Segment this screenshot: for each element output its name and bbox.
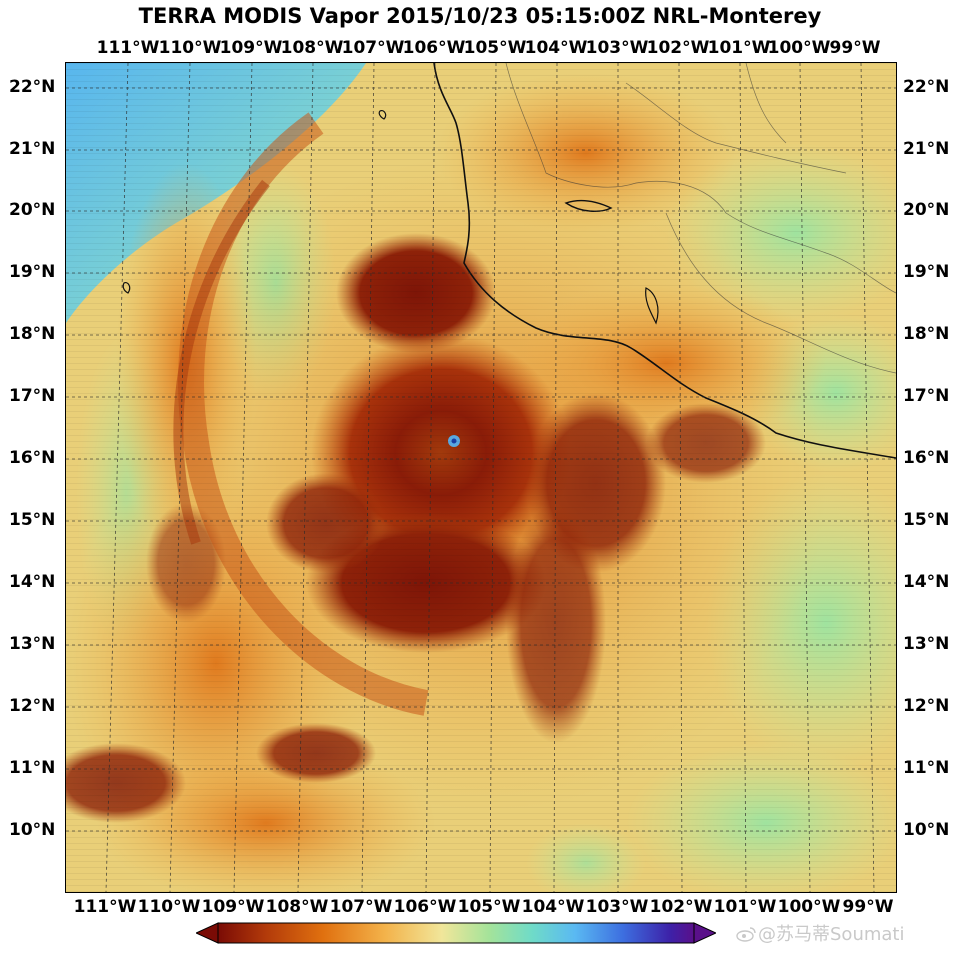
satellite-map	[65, 62, 897, 893]
lon-label-bottom: 103°W	[585, 897, 649, 917]
lon-label-bottom: 102°W	[649, 897, 713, 917]
lat-label-left: 22°N	[9, 77, 56, 97]
lon-label-top: 109°W	[219, 38, 283, 58]
lon-label-top: 105°W	[463, 38, 527, 58]
lon-label-bottom: 107°W	[329, 897, 393, 917]
lat-label-right: 19°N	[903, 262, 950, 282]
lon-label-bottom: 111°W	[73, 897, 137, 917]
lon-label-top: 107°W	[341, 38, 405, 58]
lat-label-left: 14°N	[9, 572, 56, 592]
lat-label-right: 14°N	[903, 572, 950, 592]
lon-label-bottom: 101°W	[713, 897, 777, 917]
lat-label-left: 10°N	[9, 820, 56, 840]
weibo-logo-icon	[736, 927, 756, 942]
lon-label-top: 110°W	[158, 38, 222, 58]
graticule	[66, 63, 896, 892]
lon-label-top: 101°W	[707, 38, 771, 58]
lon-label-top: 111°W	[96, 38, 160, 58]
lat-label-left: 16°N	[9, 448, 56, 468]
lat-label-left: 18°N	[9, 324, 56, 344]
lat-label-right: 18°N	[903, 324, 950, 344]
lat-label-right: 21°N	[903, 139, 950, 159]
lon-label-bottom: 99°W	[842, 897, 894, 917]
lat-label-right: 17°N	[903, 386, 950, 406]
lon-label-top: 106°W	[402, 38, 466, 58]
map-title: TERRA MODIS Vapor 2015/10/23 05:15:00Z N…	[138, 4, 822, 28]
lon-label-bottom: 106°W	[393, 897, 457, 917]
colorbar	[196, 922, 716, 944]
lon-label-bottom: 108°W	[265, 897, 329, 917]
lat-label-left: 19°N	[9, 262, 56, 282]
lat-label-right: 11°N	[903, 758, 950, 778]
lon-label-top: 108°W	[280, 38, 344, 58]
lat-label-left: 15°N	[9, 510, 56, 530]
lon-label-top: 100°W	[767, 38, 831, 58]
lat-label-right: 20°N	[903, 200, 950, 220]
water-vapor-imagery	[66, 63, 896, 892]
coastline	[433, 63, 896, 459]
lat-label-left: 21°N	[9, 139, 56, 159]
lon-label-top: 103°W	[585, 38, 649, 58]
lat-label-right: 12°N	[903, 696, 950, 716]
lon-label-top: 102°W	[646, 38, 710, 58]
lon-label-top: 104°W	[524, 38, 588, 58]
lon-label-bottom: 105°W	[457, 897, 521, 917]
lon-label-bottom: 109°W	[201, 897, 265, 917]
lat-label-right: 16°N	[903, 448, 950, 468]
lat-label-left: 20°N	[9, 200, 56, 220]
watermark: @苏马蒂Soumati	[736, 920, 904, 946]
lat-label-right: 13°N	[903, 634, 950, 654]
lat-label-right: 10°N	[903, 820, 950, 840]
lat-label-left: 13°N	[9, 634, 56, 654]
lat-label-right: 15°N	[903, 510, 950, 530]
watermark-text: @苏马蒂Soumati	[758, 924, 905, 945]
lat-label-left: 17°N	[9, 386, 56, 406]
lat-label-right: 22°N	[903, 77, 950, 97]
lon-label-top: 99°W	[829, 38, 881, 58]
lon-label-bottom: 104°W	[521, 897, 585, 917]
lat-label-left: 11°N	[9, 758, 56, 778]
lon-label-bottom: 110°W	[137, 897, 201, 917]
lon-label-bottom: 100°W	[777, 897, 841, 917]
lat-label-left: 12°N	[9, 696, 56, 716]
